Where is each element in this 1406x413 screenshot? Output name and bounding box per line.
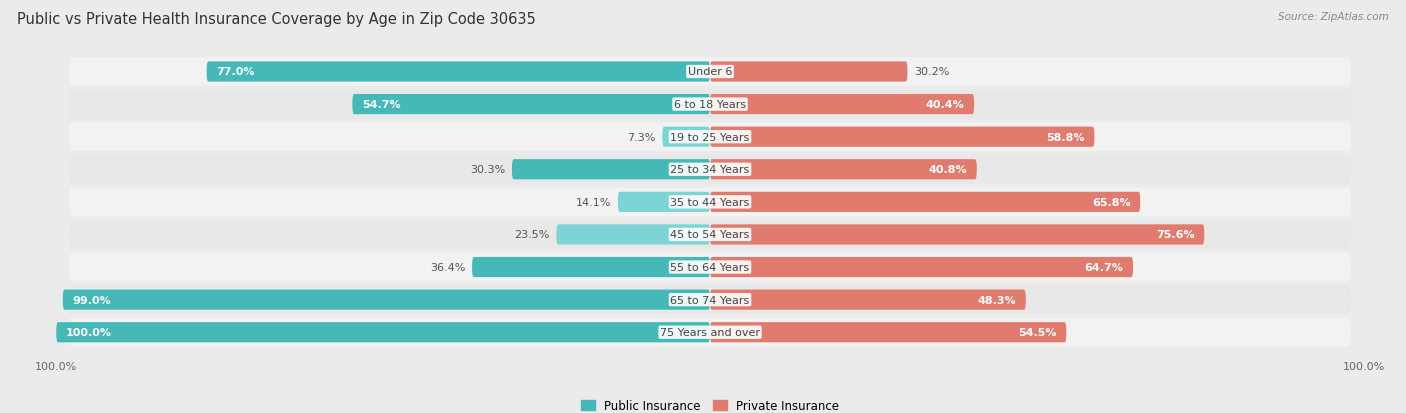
Text: 75.6%: 75.6% [1156, 230, 1195, 240]
Text: 6 to 18 Years: 6 to 18 Years [673, 100, 747, 110]
Text: 19 to 25 Years: 19 to 25 Years [671, 132, 749, 142]
FancyBboxPatch shape [69, 188, 1351, 217]
Text: 58.8%: 58.8% [1046, 132, 1084, 142]
Text: 36.4%: 36.4% [430, 262, 465, 273]
FancyBboxPatch shape [710, 225, 1205, 245]
Text: 40.4%: 40.4% [925, 100, 965, 110]
FancyBboxPatch shape [56, 322, 710, 342]
FancyBboxPatch shape [512, 160, 710, 180]
Text: Public vs Private Health Insurance Coverage by Age in Zip Code 30635: Public vs Private Health Insurance Cover… [17, 12, 536, 27]
Text: 48.3%: 48.3% [977, 295, 1017, 305]
Text: 64.7%: 64.7% [1084, 262, 1123, 273]
Text: 55 to 64 Years: 55 to 64 Years [671, 262, 749, 273]
FancyBboxPatch shape [710, 290, 1026, 310]
FancyBboxPatch shape [63, 290, 710, 310]
Text: 14.1%: 14.1% [576, 197, 612, 207]
Text: 30.3%: 30.3% [470, 165, 505, 175]
FancyBboxPatch shape [710, 257, 1133, 278]
FancyBboxPatch shape [710, 322, 1066, 342]
Text: 23.5%: 23.5% [515, 230, 550, 240]
FancyBboxPatch shape [69, 123, 1351, 152]
Legend: Public Insurance, Private Insurance: Public Insurance, Private Insurance [576, 394, 844, 413]
Text: 35 to 44 Years: 35 to 44 Years [671, 197, 749, 207]
Text: 25 to 34 Years: 25 to 34 Years [671, 165, 749, 175]
FancyBboxPatch shape [69, 318, 1351, 347]
FancyBboxPatch shape [710, 95, 974, 115]
Text: 30.2%: 30.2% [914, 67, 949, 77]
FancyBboxPatch shape [710, 127, 1094, 147]
FancyBboxPatch shape [207, 62, 710, 83]
Text: 7.3%: 7.3% [627, 132, 655, 142]
Text: 40.8%: 40.8% [928, 165, 967, 175]
FancyBboxPatch shape [353, 95, 710, 115]
FancyBboxPatch shape [69, 58, 1351, 87]
FancyBboxPatch shape [710, 160, 977, 180]
Text: Under 6: Under 6 [688, 67, 733, 77]
FancyBboxPatch shape [69, 90, 1351, 119]
FancyBboxPatch shape [557, 225, 710, 245]
Text: Source: ZipAtlas.com: Source: ZipAtlas.com [1278, 12, 1389, 22]
FancyBboxPatch shape [69, 156, 1351, 184]
FancyBboxPatch shape [710, 62, 907, 83]
Text: 100.0%: 100.0% [66, 328, 112, 337]
FancyBboxPatch shape [69, 221, 1351, 249]
FancyBboxPatch shape [662, 127, 710, 147]
FancyBboxPatch shape [69, 253, 1351, 282]
Text: 54.7%: 54.7% [363, 100, 401, 110]
Text: 77.0%: 77.0% [217, 67, 254, 77]
FancyBboxPatch shape [69, 286, 1351, 314]
Text: 65 to 74 Years: 65 to 74 Years [671, 295, 749, 305]
FancyBboxPatch shape [710, 192, 1140, 212]
Text: 75 Years and over: 75 Years and over [659, 328, 761, 337]
Text: 99.0%: 99.0% [73, 295, 111, 305]
Text: 54.5%: 54.5% [1018, 328, 1056, 337]
FancyBboxPatch shape [617, 192, 710, 212]
Text: 45 to 54 Years: 45 to 54 Years [671, 230, 749, 240]
FancyBboxPatch shape [472, 257, 710, 278]
Text: 65.8%: 65.8% [1092, 197, 1130, 207]
